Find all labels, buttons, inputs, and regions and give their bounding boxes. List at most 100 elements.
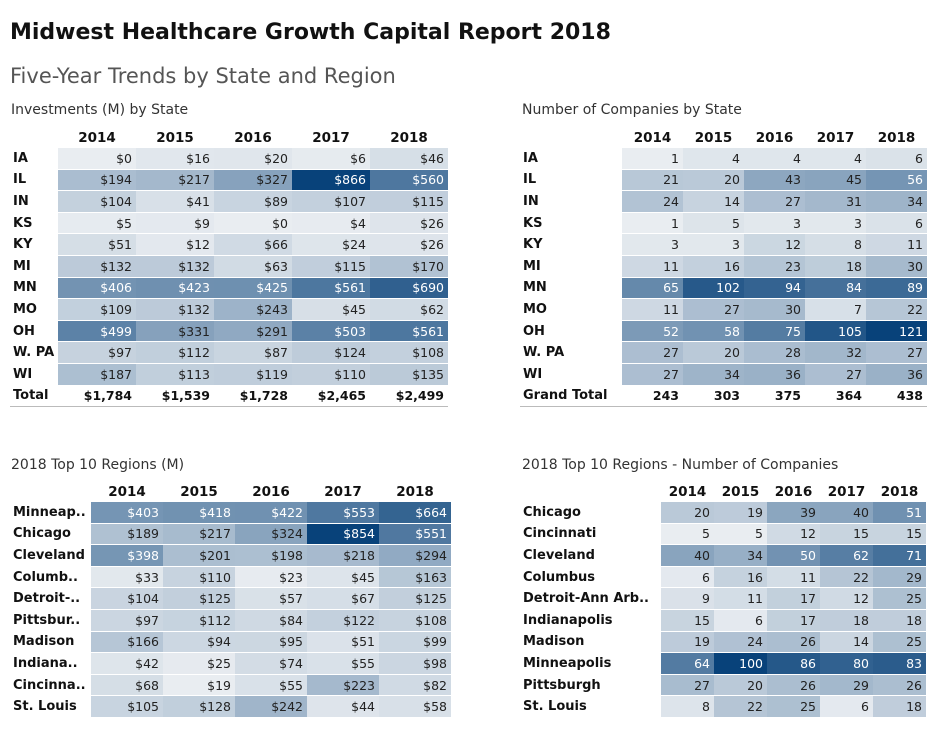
heatmap-cell: $243 — [214, 298, 292, 321]
heatmap-cell: $115 — [292, 255, 370, 278]
heatmap-cell: 50 — [767, 544, 820, 567]
heatmap-cell: 20 — [683, 169, 744, 192]
heatmap-cell: 18 — [873, 695, 926, 718]
row-label-in: IN — [520, 190, 622, 213]
heatmap-cell: $26 — [370, 212, 448, 235]
heatmap-cell: $112 — [163, 609, 235, 632]
row-label-mi: MI — [520, 255, 622, 278]
heatmap-cell: 24 — [714, 631, 767, 654]
top-regions-investment-title: 2018 Top 10 Regions (M) — [11, 457, 185, 473]
heatmap-cell: 20 — [683, 341, 744, 364]
table-row: Cleveland 40 34 50 62 71 — [520, 544, 926, 567]
row-label-columb: Columb.. — [10, 566, 91, 589]
heatmap-cell: $84 — [235, 609, 307, 632]
heatmap-cell: 30 — [744, 298, 805, 321]
column-header-2016: 2016 — [755, 130, 794, 146]
table-row: Columb.. $33 $110 $23 $45 $163 — [10, 566, 451, 589]
heatmap-cell: $44 — [307, 695, 379, 718]
heatmap-cell: $198 — [235, 544, 307, 567]
corner-header — [520, 482, 661, 502]
total-row: Total $1,784 $1,539 $1,728 $2,465 $2,499 — [10, 384, 448, 408]
heatmap-cell: $109 — [58, 298, 136, 321]
heatmap-cell: 6 — [661, 566, 714, 589]
row-label-cincinna: Cincinna.. — [10, 674, 91, 697]
heatmap-cell: 3 — [744, 212, 805, 235]
heatmap-cell: 4 — [744, 148, 805, 170]
heatmap-cell: $51 — [307, 631, 379, 654]
row-label-ia: IA — [10, 148, 58, 170]
heatmap-cell: 86 — [767, 652, 820, 675]
table-row: IA 1 4 4 4 6 — [520, 148, 927, 170]
heatmap-cell: $98 — [379, 652, 451, 675]
heatmap-cell: 27 — [622, 341, 683, 364]
heatmap-cell: $242 — [235, 695, 307, 718]
row-label-mo: MO — [520, 298, 622, 321]
row-label-chicago: Chicago — [10, 523, 91, 546]
heatmap-cell: 58 — [683, 320, 744, 343]
heatmap-cell: $19 — [163, 674, 235, 697]
table-row: WI $187 $113 $119 $110 $135 — [10, 363, 448, 386]
heatmap-cell: 52 — [622, 320, 683, 343]
heatmap-cell: 100 — [714, 652, 767, 675]
row-label-st-louis: St. Louis — [520, 695, 661, 718]
heatmap-cell: $128 — [163, 695, 235, 718]
heatmap-cell: $74 — [235, 652, 307, 675]
column-header-2018: 2018 — [880, 484, 919, 500]
row-label-detroit: Detroit-.. — [10, 587, 91, 610]
heatmap-cell: $58 — [379, 695, 451, 718]
heatmap-cell: $124 — [292, 341, 370, 364]
column-header-2014: 2014 — [668, 484, 707, 500]
row-label-chicago: Chicago — [520, 502, 661, 524]
heatmap-cell: 11 — [622, 298, 683, 321]
row-label-pittsbur: Pittsbur.. — [10, 609, 91, 632]
heatmap-cell: $122 — [307, 609, 379, 632]
heatmap-cell: $41 — [136, 190, 214, 213]
column-header-2017: 2017 — [312, 130, 350, 146]
column-header-2017: 2017 — [324, 484, 362, 500]
heatmap-cell: $62 — [370, 298, 448, 321]
heatmap-cell: 4 — [683, 148, 744, 170]
heatmap-cell: 45 — [805, 169, 866, 192]
column-header-2017: 2017 — [827, 484, 866, 500]
heatmap-cell: $51 — [58, 233, 136, 256]
heatmap-cell: 27 — [661, 674, 714, 697]
heatmap-cell: 26 — [767, 631, 820, 654]
heatmap-cell: $110 — [292, 363, 370, 386]
column-header-2015: 2015 — [180, 484, 218, 500]
table-row: OH $499 $331 $291 $503 $561 — [10, 320, 448, 343]
row-label-minneap: Minneap.. — [10, 502, 91, 524]
heatmap-cell: 6 — [820, 695, 873, 718]
heatmap-cell: 9 — [661, 587, 714, 610]
heatmap-cell: $406 — [58, 277, 136, 300]
row-label-wi: WI — [10, 363, 58, 386]
column-header-2016: 2016 — [252, 484, 290, 500]
heatmap-cell: 89 — [866, 277, 927, 300]
heatmap-cell: 12 — [820, 587, 873, 610]
heatmap-cell: $23 — [235, 566, 307, 589]
row-label-w-pa: W. PA — [520, 341, 622, 364]
row-label-cincinnati: Cincinnati — [520, 523, 661, 546]
heatmap-cell: 34 — [683, 363, 744, 386]
heatmap-cell: $87 — [214, 341, 292, 364]
heatmap-cell: 26 — [767, 674, 820, 697]
heatmap-cell: 27 — [866, 341, 927, 364]
heatmap-cell: 16 — [714, 566, 767, 589]
heatmap-cell: $105 — [91, 695, 163, 718]
top-regions-companies-title: 2018 Top 10 Regions - Number of Companie… — [522, 457, 839, 473]
heatmap-cell: $112 — [136, 341, 214, 364]
table-row: Pittsbur.. $97 $112 $84 $122 $108 — [10, 609, 451, 632]
table-row: KS $5 $9 $0 $4 $26 — [10, 212, 448, 235]
heatmap-cell: 39 — [767, 502, 820, 524]
row-label-madison: Madison — [10, 631, 91, 654]
column-header-2015: 2015 — [721, 484, 760, 500]
table-row: Chicago 20 19 39 40 51 — [520, 502, 926, 524]
heatmap-cell: $107 — [292, 190, 370, 213]
heatmap-cell: $163 — [379, 566, 451, 589]
row-label-cleveland: Cleveland — [10, 544, 91, 567]
heatmap-cell: 83 — [873, 652, 926, 675]
heatmap-cell: $5 — [58, 212, 136, 235]
heatmap-cell: $108 — [379, 609, 451, 632]
table-row: Indianapolis 15 6 17 18 18 — [520, 609, 926, 632]
column-header-2018: 2018 — [390, 130, 428, 146]
heatmap-cell: 71 — [873, 544, 926, 567]
